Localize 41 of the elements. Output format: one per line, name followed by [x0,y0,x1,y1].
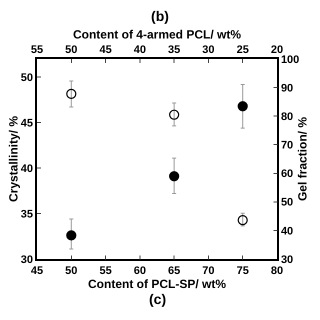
y-axis-title: Crystallinity/ % [6,116,21,202]
x2-tick-label: 40 [134,44,146,56]
x-tick-label: 65 [168,264,180,277]
x2-tick-label: 35 [168,44,180,56]
point [238,101,248,112]
x-tick-label: 55 [99,264,112,277]
x-tick-label: 80 [270,264,284,277]
y-tick-label: 50 [20,72,34,84]
x2-tick-label: 55 [30,44,44,56]
x-tick-label: 75 [236,264,249,277]
y-tick-label: 30 [20,254,34,266]
x2-tick-label: 45 [99,44,112,56]
y2-tick-label: 30 [280,254,294,266]
y-tick-label: 35 [20,208,34,220]
y2-tick-label: 100 [280,54,300,66]
x-axis-title: Content of PCL-SP/ wt% [88,276,226,291]
y2-tick-label: 60 [280,168,294,180]
point [66,88,76,99]
y2-tick-label: 80 [280,110,294,123]
y2-tick-label: 70 [280,140,294,152]
text: (c) [149,291,166,307]
x2-tick-label: 25 [236,44,249,56]
x2-tick-label: 30 [202,44,215,56]
y2-tick-label: 40 [280,225,294,238]
y2-tick-label: 50 [280,196,294,209]
point [169,171,180,182]
point [66,230,76,240]
x-tick-label: 45 [30,264,44,277]
y-tick-label: 40 [20,162,34,175]
y2-axis-title: Gel fraction/ % [296,116,310,202]
y2-tick-label: 90 [280,82,294,94]
x2-tick-label: 20 [270,44,284,56]
point [169,110,180,120]
x2-tick-label: 50 [65,44,78,56]
x-tick-label: 50 [65,264,78,277]
x2-axis-title: Content of 4-armed PCL/ wt% [72,28,242,42]
chart-title: (b) [151,8,169,24]
point [238,215,248,226]
x-tick-label: 70 [202,264,215,277]
x-tick-label: 60 [134,264,146,277]
y-tick-label: 45 [20,117,34,130]
